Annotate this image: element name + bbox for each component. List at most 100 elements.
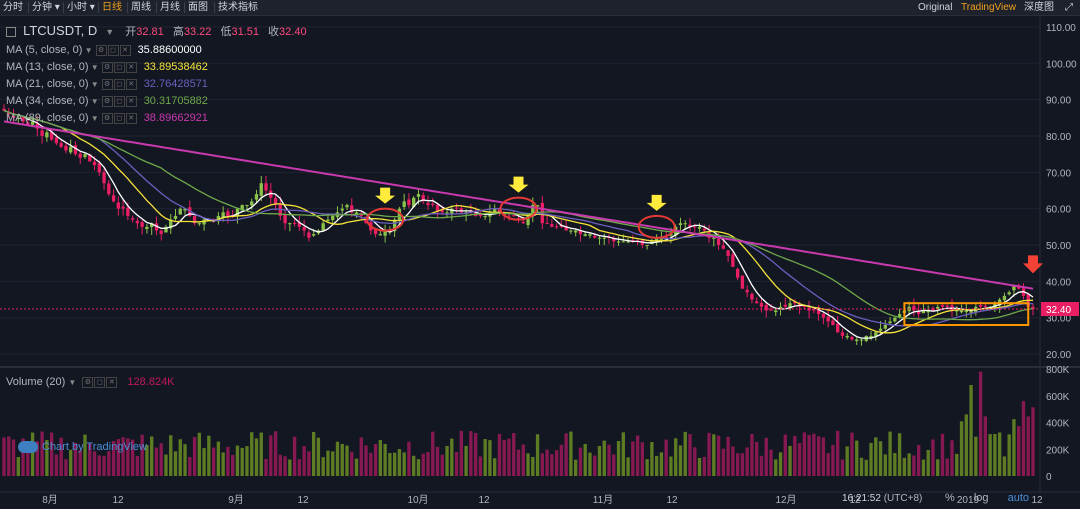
candle-body	[721, 245, 726, 249]
tradingview-watermark[interactable]: Chart by TradingView	[18, 441, 147, 454]
candle-body	[664, 236, 668, 238]
close-icon[interactable]: ✕	[106, 376, 118, 388]
visibility-icon[interactable]: ◻	[113, 61, 125, 73]
visibility-icon[interactable]: ◻	[107, 44, 119, 56]
volume-bar	[469, 431, 473, 476]
expand-icon[interactable]: ⤢	[1065, 2, 1073, 13]
volume-bar	[702, 456, 706, 476]
volume-bar	[916, 444, 921, 476]
toolbar-button-7[interactable]: 技术指标	[218, 2, 258, 13]
ma-label[interactable]: MA (13, close, 0)	[6, 61, 89, 73]
log-toggle[interactable]: log	[973, 492, 989, 504]
visibility-icon[interactable]: ◻	[94, 376, 106, 388]
time-tick-label: 12月	[775, 494, 796, 506]
toolbar-button-0[interactable]: 分时	[3, 2, 23, 13]
visibility-icon[interactable]: ◻	[113, 78, 125, 90]
candle-body	[788, 303, 792, 309]
down-arrow-icon	[1023, 255, 1043, 274]
close-icon[interactable]: ✕	[125, 95, 137, 107]
volume-bar	[2, 437, 6, 476]
close-icon[interactable]: ✕	[125, 61, 137, 73]
settings-icon[interactable]: ⚙	[82, 376, 94, 388]
view-toggle-0[interactable]: Original	[918, 2, 953, 13]
percent-toggle[interactable]: %	[945, 492, 955, 504]
settings-icon[interactable]: ⚙	[101, 78, 113, 90]
ma-label[interactable]: MA (5, close, 0)	[6, 44, 83, 56]
symbol-legend: LTCUSDT, D ▼ 开32.81 高33.22 低31.51 收32.40	[6, 24, 313, 39]
volume-bar	[373, 443, 378, 476]
collapse-icon[interactable]	[6, 27, 16, 38]
chevron-down-icon[interactable]: ▼	[82, 46, 93, 55]
candle-body	[912, 305, 916, 311]
volume-bar	[107, 451, 111, 476]
candle-body	[740, 275, 745, 289]
settings-icon[interactable]: ⚙	[101, 95, 113, 107]
volume-bar	[716, 435, 721, 476]
volume-bar	[431, 431, 435, 476]
candle-body	[855, 339, 859, 342]
volume-bar	[883, 454, 887, 476]
settings-icon[interactable]: ⚙	[101, 112, 113, 124]
indicator-controls: ⚙ ◻ ✕	[101, 111, 138, 125]
chevron-down-icon[interactable]: ▼	[68, 378, 77, 387]
price-chart[interactable]: 110.00 100.00 90.00 80.00 70.00 60.00 50.00 40.…	[0, 16, 1080, 509]
ma-legend-row: MA (5, close, 0) ▼ ⚙ ◻ ✕ 35.88600000	[6, 43, 202, 58]
toolbar-divider	[184, 2, 185, 13]
candle-body	[302, 227, 306, 231]
volume-bar	[135, 456, 140, 476]
view-toggle-1[interactable]: TradingView	[961, 2, 1017, 13]
candle-body	[83, 154, 87, 158]
toolbar-button-6[interactable]: 面图	[188, 2, 208, 13]
candle-body	[959, 310, 964, 313]
toolbar-button-5[interactable]: 月线	[160, 2, 180, 13]
volume-bar	[11, 439, 16, 476]
volume-bar	[92, 451, 97, 476]
settings-icon[interactable]: ⚙	[101, 61, 113, 73]
visibility-icon[interactable]: ◻	[113, 95, 125, 107]
price-tick-label: 30.00	[1046, 314, 1071, 325]
volume-bar	[626, 457, 630, 476]
ma-label[interactable]: MA (89, close, 0)	[6, 112, 89, 124]
chevron-down-icon[interactable]: ▼	[88, 63, 99, 72]
volume-bar	[893, 453, 897, 476]
volume-bar	[564, 433, 568, 476]
volume-bar	[49, 432, 54, 476]
settings-icon[interactable]: ⚙	[95, 44, 107, 56]
visibility-icon[interactable]: ◻	[113, 112, 125, 124]
volume-bar	[207, 435, 211, 476]
candle-body	[893, 317, 897, 322]
volume-bar	[435, 446, 440, 476]
chevron-down-icon[interactable]: ▼	[88, 97, 99, 106]
candle-body	[45, 132, 49, 138]
candle-body	[759, 302, 764, 307]
candle-body	[450, 208, 454, 214]
chevron-down-icon[interactable]: ▼	[105, 27, 115, 37]
candle-body	[683, 223, 687, 225]
candle-body	[840, 332, 845, 336]
toolbar-button-4[interactable]: 周线	[131, 2, 151, 13]
candle-body	[192, 215, 197, 224]
close-icon[interactable]: ✕	[125, 78, 137, 90]
candle-body	[454, 207, 459, 209]
volume-bar	[921, 459, 926, 476]
volume-bar	[369, 452, 373, 476]
candle-body	[73, 145, 78, 155]
close-icon[interactable]: ✕	[125, 112, 137, 124]
toolbar-button-3[interactable]: 日线	[102, 2, 122, 13]
candle-body	[678, 223, 683, 226]
toolbar-button-2[interactable]: 小时 ▾	[67, 2, 95, 13]
candle-body	[288, 223, 292, 225]
chevron-down-icon[interactable]: ▼	[88, 80, 99, 89]
close-icon[interactable]: ✕	[119, 44, 131, 56]
ma-label[interactable]: MA (34, close, 0)	[6, 95, 89, 107]
candle-body	[49, 131, 54, 140]
chevron-down-icon[interactable]: ▼	[88, 114, 99, 123]
ma-label[interactable]: MA (21, close, 0)	[6, 78, 89, 90]
auto-toggle[interactable]: auto	[1007, 492, 1030, 504]
volume-bar	[1007, 434, 1011, 476]
toolbar-button-1[interactable]: 分钟 ▾	[32, 2, 60, 13]
volume-label[interactable]: Volume (20)	[6, 376, 66, 388]
volume-bar	[35, 441, 40, 476]
candle-body	[616, 241, 621, 243]
view-toggle-2[interactable]: 深度图	[1024, 2, 1054, 13]
